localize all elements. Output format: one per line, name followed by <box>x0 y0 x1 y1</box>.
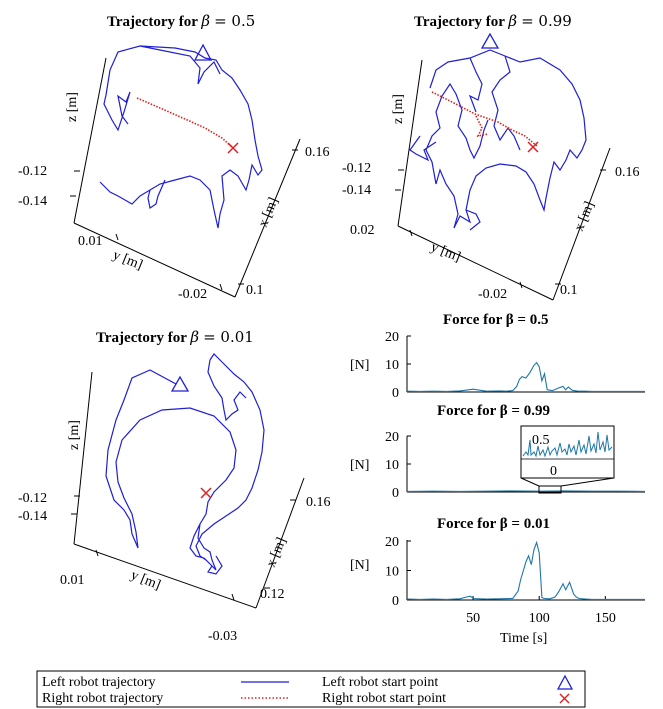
force-05-ytick-label: 10 <box>385 358 399 373</box>
traj-099-ylabel: y [m] <box>429 240 463 265</box>
traj-panel-beta-001: Trajectory for β = 0.01 -0.12 -0.14 0.01 … <box>18 328 331 644</box>
force-001-series-line <box>406 540 645 600</box>
traj-099-zlabel: z [m] <box>391 94 406 124</box>
force-panel-beta-001: Force for β = 0.01 [N] 0 10 20 50 100 150 Ti… <box>350 516 645 646</box>
force-05-ytick-label: 20 <box>385 330 399 345</box>
traj-panel-beta-05: Trajectory for β = 0.5 -0.12 -0.14 0.01 -… <box>18 12 330 302</box>
force-099-ylabel: [N] <box>350 458 369 473</box>
traj-099-right-start-marker <box>527 141 539 153</box>
force-001-xtick-label: 100 <box>529 611 550 626</box>
traj-001-ytick-2: -0.03 <box>208 629 237 644</box>
inset-ytick-0: 0 <box>550 464 557 479</box>
traj-001-zlabel: z [m] <box>67 420 82 450</box>
traj-001-xlabel: x [m] <box>264 535 290 569</box>
traj-05-right-start-marker <box>227 142 239 154</box>
traj-05-left-trajectory <box>99 45 263 229</box>
legend: Left robot trajectory Left robot start p… <box>36 670 586 708</box>
traj-05-ztick-2: -0.14 <box>18 194 47 209</box>
traj-05-xlabel: x [m] <box>256 195 282 229</box>
traj-001-xtick-2: 0.12 <box>260 587 285 602</box>
traj-001-y-axis <box>73 543 257 609</box>
traj-099-ytick-2: -0.02 <box>478 287 507 302</box>
traj-001-ztick-1: -0.12 <box>18 491 47 506</box>
traj-099-x-axis <box>552 147 611 301</box>
force-001-xtick-label: 150 <box>595 611 616 626</box>
traj-05-ytick-2: -0.02 <box>178 287 207 302</box>
traj-05-y-axis <box>73 222 236 298</box>
traj-001-right-start-marker <box>200 487 212 499</box>
force-099-title: Force for β = 0.99 <box>437 403 550 419</box>
traj-099-left-trajectory <box>409 49 587 231</box>
force-001-ylabel: [N] <box>350 558 369 573</box>
force-099-inset-line <box>522 431 613 458</box>
force-05-yticks: 0 10 20 <box>385 330 411 401</box>
traj-05-ztick-1: -0.12 <box>18 164 47 179</box>
traj-05-zlabel: z [m] <box>65 92 80 122</box>
legend-left-trajectory-label: Left robot trajectory <box>42 675 156 690</box>
traj-099-xtick-1: 0.16 <box>615 165 640 180</box>
legend-right-start-label: Right robot start point <box>322 691 446 706</box>
force-099-ytick-label: 10 <box>385 458 399 473</box>
force-001-ytick-label: 0 <box>392 594 399 609</box>
legend-left-start-marker <box>556 674 574 690</box>
traj-099-title: Trajectory for β = 0.99 <box>414 12 572 30</box>
force-001-ytick-label: 20 <box>385 535 399 550</box>
force-099-series-line <box>406 490 646 492</box>
force-panel-beta-099: Force for β = 0.99 [N] 0 10 20 0.5 0 <box>350 403 646 501</box>
force-001-yticks: 0 10 20 <box>385 535 411 609</box>
force-001-xlabel: Time [s] <box>500 631 547 646</box>
traj-099-ztick-1: -0.12 <box>342 161 371 176</box>
traj-05-title: Trajectory for β = 0.5 <box>107 12 255 30</box>
traj-001-title: Trajectory for β = 0.01 <box>96 328 254 346</box>
traj-05-xtick-2: 0.1 <box>246 283 264 298</box>
force-099-ytick-label: 20 <box>385 430 399 445</box>
legend-right-trajectory-label: Right robot trajectory <box>42 691 163 706</box>
traj-001-ylabel: y [m] <box>129 568 163 593</box>
force-001-ytick-label: 10 <box>385 565 399 580</box>
traj-099-ztick-2: -0.14 <box>342 183 371 198</box>
traj-099-z-axis <box>397 59 423 227</box>
force-001-xtick-label: 50 <box>466 611 480 626</box>
legend-box <box>36 670 586 708</box>
force-099-zoom-inset: 0.5 0 <box>520 425 615 494</box>
traj-05-left-start-marker <box>193 43 213 61</box>
traj-001-ztick-2: -0.14 <box>18 509 47 524</box>
traj-099-y-axis <box>397 225 554 301</box>
force-001-title: Force for β = 0.01 <box>437 516 550 532</box>
traj-001-xtick-1: 0.16 <box>306 495 331 510</box>
traj-001-left-trajectory <box>105 353 265 575</box>
traj-05-z-axis <box>73 57 107 224</box>
traj-001-left-start-marker <box>170 375 190 392</box>
traj-099-xlabel: x [m] <box>572 199 598 233</box>
force-05-series-line <box>406 361 645 392</box>
traj-05-x-axis <box>234 138 301 298</box>
traj-05-ylabel: y [m] <box>111 248 145 273</box>
force-05-title: Force for β = 0.5 <box>443 312 548 328</box>
force-panel-beta-05: Force for β = 0.5 [N] 0 10 20 <box>350 312 645 401</box>
traj-panel-beta-099: Trajectory for β = 0.99 -0.12 -0.14 0.02 … <box>342 12 640 302</box>
force-05-ytick-label: 0 <box>392 386 399 401</box>
traj-001-z-axis <box>73 371 93 545</box>
traj-099-ytick-1: 0.02 <box>350 223 375 238</box>
force-099-yticks: 0 10 20 <box>385 430 411 501</box>
legend-right-start-marker <box>559 693 570 704</box>
traj-001-ytick-1: 0.01 <box>60 573 85 588</box>
inset-ytick-05: 0.5 <box>532 433 550 448</box>
force-05-ylabel: [N] <box>350 358 369 373</box>
traj-05-right-trajectory <box>136 97 234 149</box>
legend-left-start-label: Left robot start point <box>322 675 438 690</box>
traj-099-xtick-2: 0.1 <box>560 283 578 298</box>
traj-05-ytick-1: 0.01 <box>78 234 103 249</box>
traj-05-xtick-1: 0.16 <box>305 145 330 160</box>
traj-099-left-start-marker <box>480 32 500 49</box>
force-099-ytick-label: 0 <box>392 486 399 501</box>
traj-099-right-trajectory <box>431 91 538 147</box>
